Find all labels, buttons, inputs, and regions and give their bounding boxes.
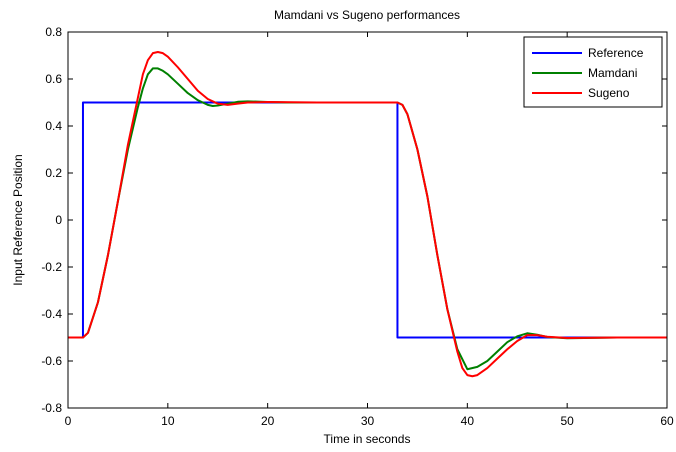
x-tick-label: 30 [361, 414, 375, 428]
plot-area: 0 10 20 30 40 50 60 -0.8 -0.6 -0.4 -0.2 0 0.2 0.4 0.6 0… [41, 25, 674, 428]
series-line-sugeno [68, 50, 667, 378]
x-tick-label: 20 [261, 414, 275, 428]
y-tick-label: 0 [55, 213, 62, 227]
legend-label: Mamdani [588, 66, 637, 80]
y-axis-label: Input Reference Position [11, 154, 25, 285]
x-tick-label: 50 [560, 414, 574, 428]
legend-label: Reference [588, 46, 644, 60]
y-tick-label: 0.4 [45, 119, 62, 133]
y-tick-label: -0.6 [41, 354, 62, 368]
y-tick-label: -0.8 [41, 401, 62, 415]
x-tick-label: 40 [461, 414, 475, 428]
x-axis-label: Time in seconds [324, 432, 411, 446]
y-tick-label: 0.6 [45, 72, 62, 86]
legend: Reference Mamdani Sugeno [523, 36, 663, 108]
x-tick-label: 0 [65, 414, 72, 428]
y-tick-label: -0.4 [41, 307, 62, 321]
y-tick-label: 0.8 [45, 25, 62, 39]
chart-title: Mamdani vs Sugeno performances [274, 8, 460, 22]
legend-label: Sugeno [588, 86, 630, 100]
x-tick-label: 60 [660, 414, 674, 428]
x-tick-label: 10 [161, 414, 175, 428]
y-tick-label: -0.2 [41, 260, 62, 274]
y-tick-label: 0.2 [45, 166, 62, 180]
